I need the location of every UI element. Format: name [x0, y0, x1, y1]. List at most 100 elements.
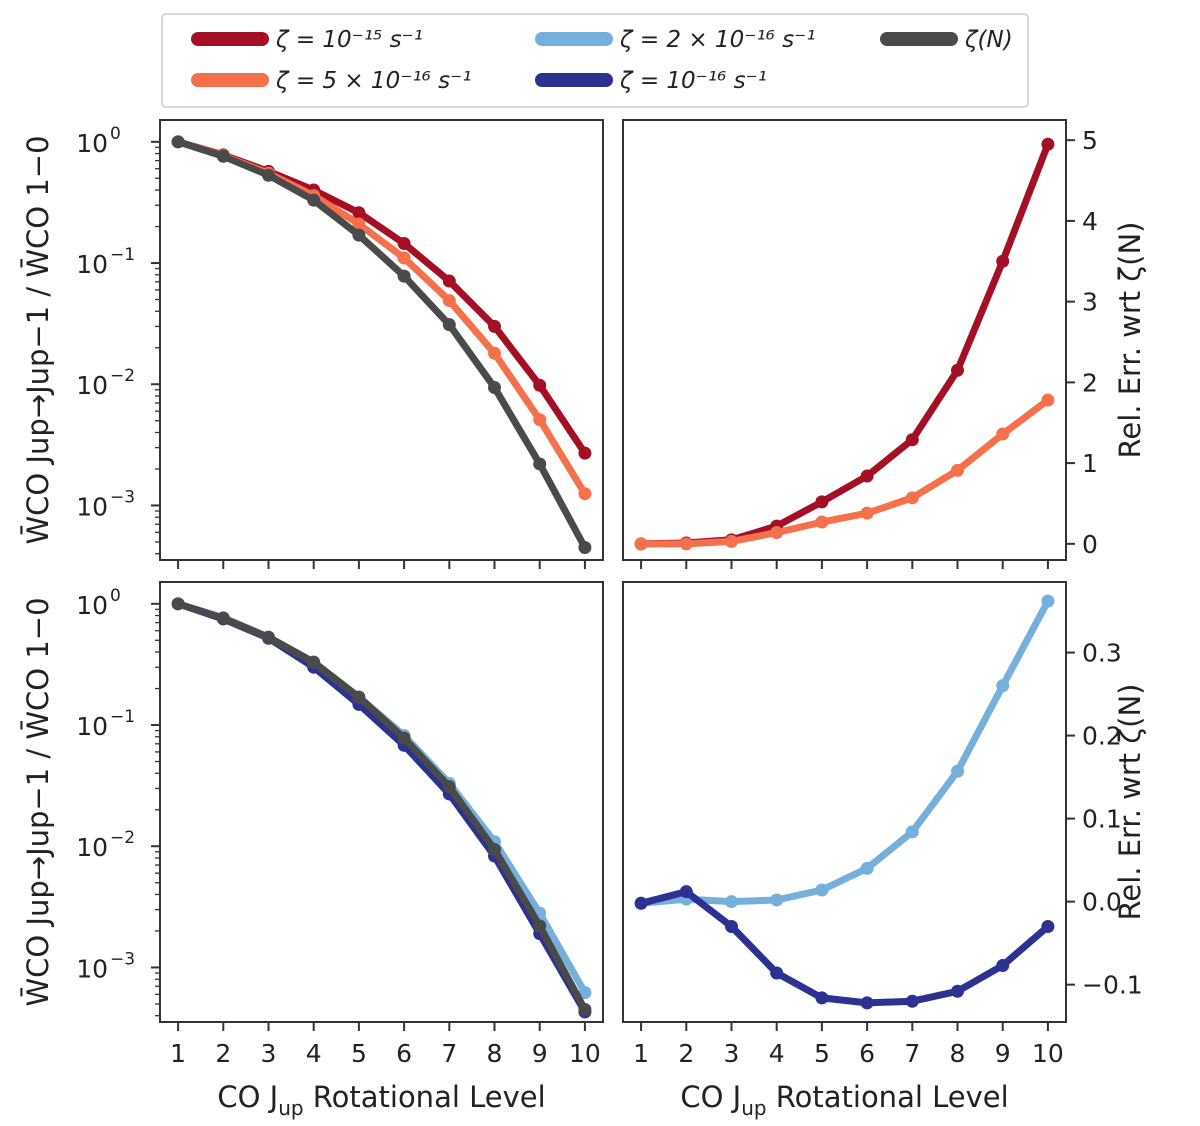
data-point — [996, 679, 1010, 693]
series-line — [637, 396, 1052, 548]
data-point — [261, 630, 275, 644]
y-tick-label: 1 — [1082, 449, 1098, 478]
y-tick-exponent: 0 — [110, 586, 121, 606]
y-tick-exponent: −1 — [110, 707, 135, 727]
y-tick-label: −0.1 — [1082, 971, 1143, 1000]
x-tick-label: 10 — [569, 1039, 601, 1068]
y-tick-label: 10 — [76, 492, 108, 521]
data-point — [1041, 393, 1055, 407]
data-point — [397, 731, 411, 745]
data-point — [578, 540, 592, 554]
data-point — [905, 825, 919, 839]
series-line — [174, 600, 589, 1013]
data-point — [679, 885, 693, 899]
data-point — [724, 895, 738, 909]
data-point — [951, 463, 965, 477]
data-point — [724, 920, 738, 934]
data-point — [261, 168, 275, 182]
y-tick-exponent: −3 — [110, 487, 135, 507]
x-tick-label: 1 — [633, 1039, 649, 1068]
x-tick-label: 8 — [950, 1039, 966, 1068]
y-tick-label: 10 — [76, 833, 108, 862]
data-point — [1041, 594, 1055, 608]
data-point — [442, 318, 456, 332]
y-tick-label: 10 — [76, 371, 108, 400]
data-point — [533, 919, 547, 933]
legend-frame — [161, 13, 1029, 108]
data-point — [951, 984, 965, 998]
x-tick-label: 1 — [170, 1039, 186, 1068]
data-point — [352, 217, 366, 231]
y-tick-label: 0.0 — [1082, 888, 1122, 917]
x-tick-label: 7 — [904, 1039, 920, 1068]
data-point — [442, 780, 456, 794]
y-tick-label: 0.2 — [1082, 722, 1122, 751]
legend-label-zeta-1e-15: ζ = 10⁻¹⁵ s⁻¹ — [275, 27, 423, 53]
x-tick-label: 4 — [769, 1039, 785, 1068]
x-tick-label: 3 — [724, 1039, 740, 1068]
data-point — [397, 251, 411, 265]
y-axis-label: W̄CO Jup→Jup−1 / W̄CO 1−0 — [21, 597, 55, 1006]
legend: ζ = 10⁻¹⁵ s⁻¹ ζ = 2 × 10⁻¹⁶ s⁻¹ ζ(N) ζ =… — [161, 13, 1029, 108]
data-point — [905, 994, 919, 1008]
legend-label-zeta-2e-16: ζ = 2 × 10⁻¹⁶ s⁻¹ — [619, 27, 815, 53]
y-tick-label: 2 — [1082, 368, 1098, 397]
x-tick-label: 5 — [351, 1039, 367, 1068]
data-point — [578, 487, 592, 501]
y-tick-label: 3 — [1082, 288, 1098, 317]
y-tick-exponent: −2 — [110, 828, 135, 848]
x-tick-label: 3 — [261, 1039, 277, 1068]
data-point — [397, 236, 411, 250]
series-line — [637, 140, 1052, 548]
data-point — [770, 893, 784, 907]
data-point — [815, 883, 829, 897]
data-point — [860, 469, 874, 483]
series-line — [174, 600, 589, 1016]
y-tick-label: 10 — [76, 129, 108, 158]
x-tick-label: 2 — [215, 1039, 231, 1068]
data-point — [578, 986, 592, 1000]
data-point — [860, 861, 874, 875]
data-point — [679, 537, 693, 551]
y-axis-label: Rel. Err. wrt ζ(N) — [1113, 684, 1147, 921]
x-axis-label: CO Jup Rotational Level — [680, 1080, 1008, 1120]
y-tick-label: 0.1 — [1082, 805, 1122, 834]
y-tick-exponent: −1 — [110, 245, 135, 265]
data-point — [770, 526, 784, 540]
data-point — [533, 457, 547, 471]
data-point — [442, 294, 456, 308]
plot-frame — [622, 581, 1067, 1023]
y-tick-label: 10 — [76, 591, 108, 620]
data-point — [488, 842, 502, 856]
plot-frame — [622, 119, 1067, 561]
y-tick-label: 10 — [76, 712, 108, 741]
data-point — [860, 996, 874, 1010]
x-tick-label: 9 — [532, 1039, 548, 1068]
x-tick-label: 4 — [306, 1039, 322, 1068]
data-point — [724, 534, 738, 548]
y-tick-label: 0.3 — [1082, 639, 1122, 668]
data-point — [488, 380, 502, 394]
data-point — [578, 1002, 592, 1016]
y-tick-exponent: −3 — [110, 949, 135, 969]
y-tick-exponent: −2 — [110, 366, 135, 386]
data-point — [860, 506, 874, 520]
series-line — [174, 138, 589, 551]
data-point — [352, 690, 366, 704]
data-point — [171, 135, 185, 149]
x-tick-label: 10 — [1032, 1039, 1064, 1068]
data-point — [171, 597, 185, 611]
x-tick-label: 2 — [678, 1039, 694, 1068]
data-point — [578, 446, 592, 460]
data-point — [951, 363, 965, 377]
x-tick-label: 9 — [995, 1039, 1011, 1068]
y-tick-label: 10 — [76, 250, 108, 279]
x-tick-label: 6 — [859, 1039, 875, 1068]
data-point — [216, 149, 230, 163]
data-point — [905, 433, 919, 447]
data-point — [533, 413, 547, 427]
panel-bottom-right: 1 2 3 4 5 6 7 8 9 10 0.3 0.2 0.1 0.0 −0.1 Rel. Err. wrt… — [622, 581, 1147, 1120]
x-tick-label: 8 — [487, 1039, 503, 1068]
x-tick-label: 7 — [441, 1039, 457, 1068]
data-point — [397, 269, 411, 283]
